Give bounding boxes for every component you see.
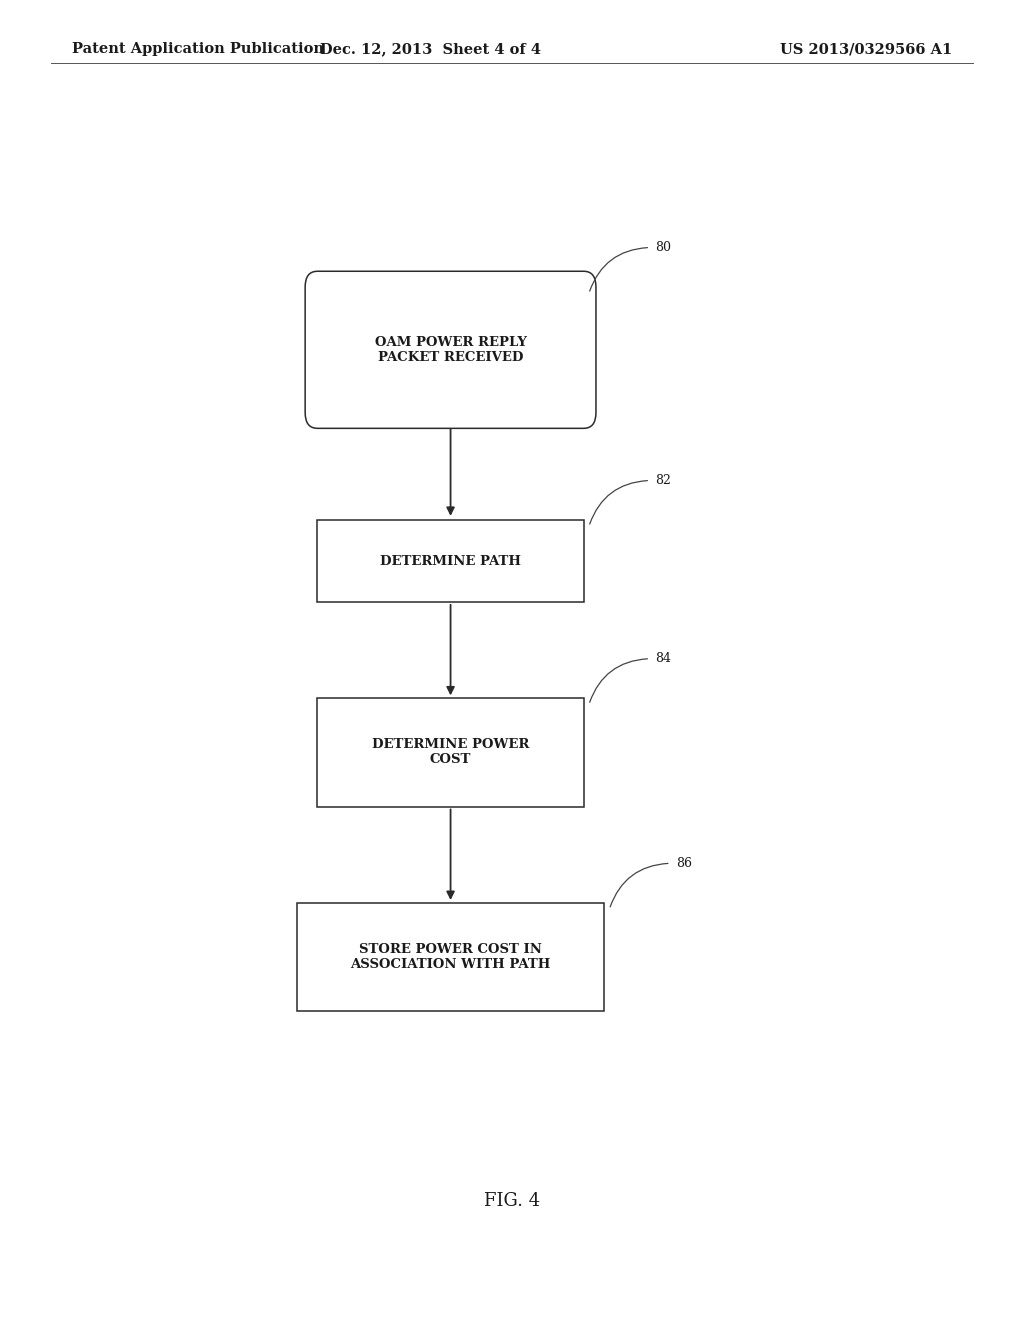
Text: Patent Application Publication: Patent Application Publication xyxy=(72,42,324,57)
Text: STORE POWER COST IN
ASSOCIATION WITH PATH: STORE POWER COST IN ASSOCIATION WITH PAT… xyxy=(350,942,551,972)
Text: 84: 84 xyxy=(655,652,672,665)
FancyBboxPatch shape xyxy=(305,272,596,428)
FancyBboxPatch shape xyxy=(297,903,604,1011)
Text: FIG. 4: FIG. 4 xyxy=(484,1192,540,1210)
Text: OAM POWER REPLY
PACKET RECEIVED: OAM POWER REPLY PACKET RECEIVED xyxy=(375,335,526,364)
Text: 82: 82 xyxy=(655,474,672,487)
Text: DETERMINE PATH: DETERMINE PATH xyxy=(380,554,521,568)
Text: 86: 86 xyxy=(676,857,692,870)
Text: Dec. 12, 2013  Sheet 4 of 4: Dec. 12, 2013 Sheet 4 of 4 xyxy=(319,42,541,57)
Text: 80: 80 xyxy=(655,242,672,253)
Text: US 2013/0329566 A1: US 2013/0329566 A1 xyxy=(780,42,952,57)
FancyBboxPatch shape xyxy=(317,520,584,602)
Text: DETERMINE POWER
COST: DETERMINE POWER COST xyxy=(372,738,529,767)
FancyBboxPatch shape xyxy=(317,698,584,807)
